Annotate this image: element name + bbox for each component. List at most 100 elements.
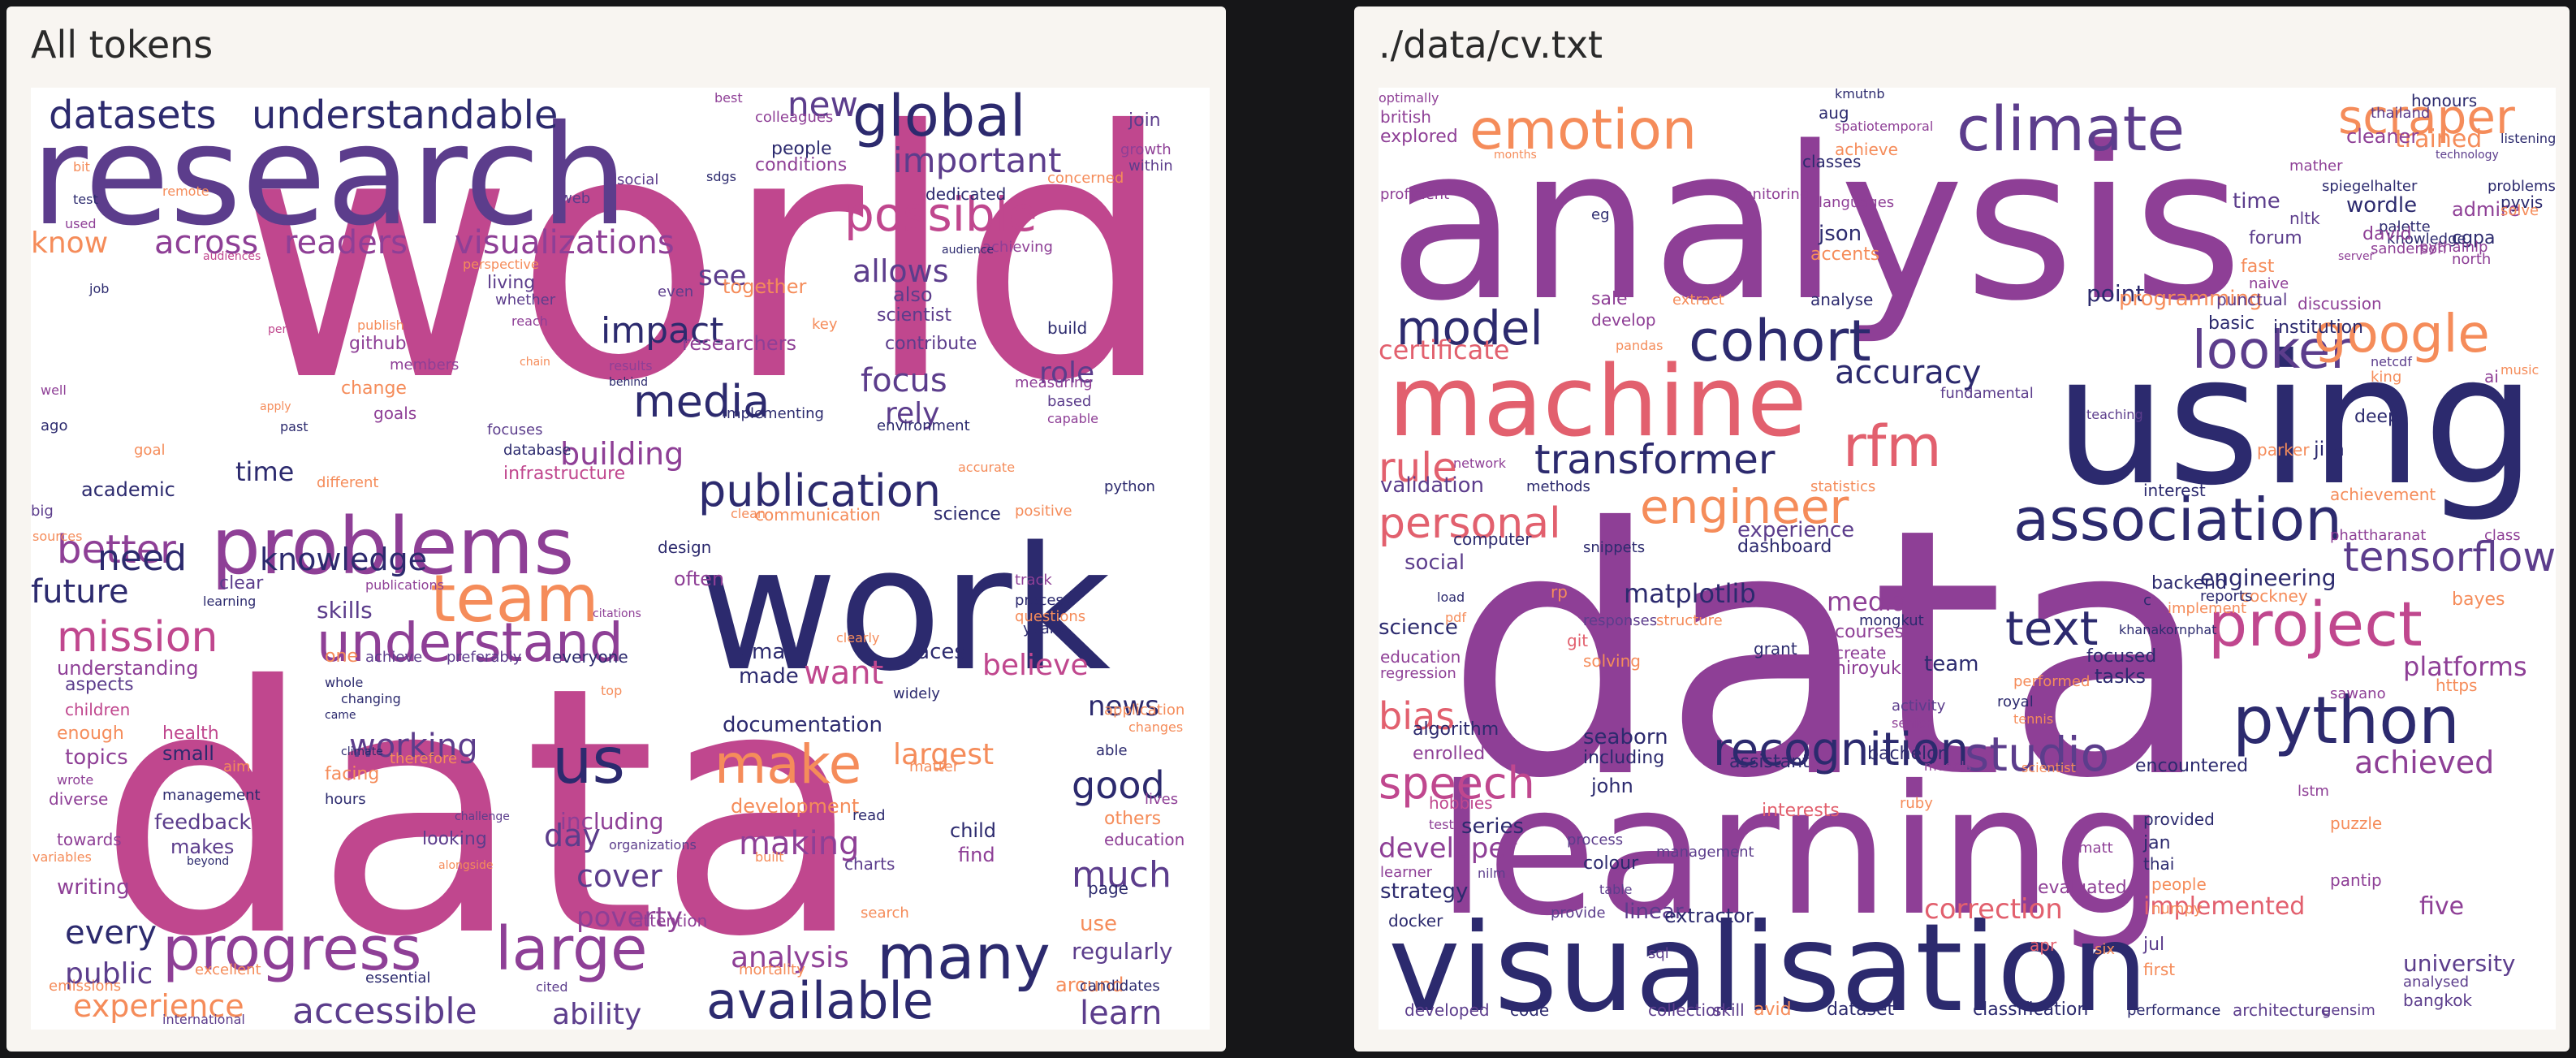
cloud-word: apply <box>260 400 291 414</box>
cloud-word: regression <box>1380 664 1456 682</box>
cloud-word: implement <box>2168 599 2247 617</box>
cloud-word: health <box>162 723 219 744</box>
cloud-word: khanakornphat <box>2119 621 2217 637</box>
cloud-word: know <box>31 226 109 260</box>
cloud-word: sql <box>1648 944 1669 962</box>
cloud-word: apr <box>2030 935 2057 956</box>
cloud-word: classes <box>1802 152 1862 172</box>
cloud-word: knowledge <box>260 542 427 578</box>
cloud-word: education <box>1104 830 1185 850</box>
cloud-word: within <box>1128 157 1173 175</box>
cloud-word: track <box>1015 571 1052 589</box>
cloud-word: tennis <box>2013 710 2054 727</box>
cloud-word: python <box>1104 477 1155 495</box>
cloud-word: interests <box>1762 800 1840 821</box>
cloud-word: problems <box>211 501 575 593</box>
cloud-word: conditions <box>755 154 848 175</box>
cloud-word: chain <box>520 356 550 369</box>
cloud-word: achievement <box>2330 485 2436 505</box>
cloud-word: six <box>2095 940 2116 958</box>
cloud-word: time <box>235 456 295 488</box>
cloud-word: sale <box>1591 288 1628 309</box>
cloud-word: parker <box>2257 440 2310 460</box>
cloud-word: change <box>341 378 407 399</box>
cloud-word: backend <box>2151 572 2227 594</box>
cloud-word: hiroyuki <box>1835 658 1906 679</box>
cloud-word: king <box>2371 368 2402 386</box>
cloud-word: focus <box>861 361 947 399</box>
cloud-word: wordle <box>2346 192 2418 218</box>
cloud-word: university <box>2403 950 2516 978</box>
cloud-word: phattharanat <box>2330 526 2427 544</box>
cloud-word: available <box>706 970 934 1030</box>
cloud-word: bachelor <box>1867 743 1945 764</box>
cloud-word: accuracy <box>1835 353 1982 391</box>
cloud-word: excellent <box>195 961 261 978</box>
cloud-word: achieving <box>982 238 1053 256</box>
cloud-word: engineer <box>1640 478 1849 534</box>
cloud-word: audiences <box>203 250 261 264</box>
cloud-word: role <box>1039 356 1095 390</box>
cloud-word: possible <box>844 186 1038 242</box>
cloud-word: puzzle <box>2330 814 2383 834</box>
cloud-word: john <box>1591 775 1633 798</box>
cloud-word: sources <box>32 528 83 544</box>
cloud-word: create <box>1835 643 1887 663</box>
cloud-word: hours <box>325 790 366 808</box>
cloud-word: well <box>41 382 67 398</box>
cloud-word: also <box>893 283 933 307</box>
cloud-word: machine <box>1388 346 1807 460</box>
cloud-word: fundamental <box>1940 384 2034 402</box>
cloud-word: skill <box>1713 1000 1745 1021</box>
cloud-word: python <box>2233 682 2460 758</box>
cloud-word: validation <box>1380 473 1485 498</box>
cloud-word: publication <box>698 464 942 516</box>
cloud-word: project <box>2208 587 2423 660</box>
cloud-word: social <box>1405 550 1465 575</box>
cloud-word: climate <box>341 745 383 759</box>
cloud-word: bit <box>73 158 90 175</box>
cloud-word: bias <box>1379 694 1456 739</box>
cloud-word: environment <box>877 417 970 434</box>
cloud-word: netcdf <box>2371 353 2412 369</box>
cloud-word: colour <box>1583 853 1639 874</box>
cloud-word: kmutnb <box>1835 88 1885 101</box>
cloud-word: datasets <box>49 92 217 138</box>
cloud-word: process <box>1567 831 1624 849</box>
cloud-word: around <box>1055 974 1124 997</box>
cloud-word: research <box>31 96 628 257</box>
cloud-word: accents <box>1810 244 1880 265</box>
cloud-word: pantip <box>2330 870 2382 891</box>
cloud-word: achieve <box>365 648 423 666</box>
cloud-word: design <box>658 538 712 558</box>
cloud-word: management <box>1656 843 1754 861</box>
cloud-word: nltk <box>2289 209 2320 229</box>
cloud-word: aim <box>223 758 251 775</box>
cloud-word: social <box>617 171 659 188</box>
cloud-word: association <box>2013 485 2342 554</box>
cloud-word: deep <box>2354 406 2399 427</box>
cloud-word: royal <box>1997 693 2034 710</box>
cloud-word: implemented <box>2143 892 2306 921</box>
cloud-word: experience <box>73 988 244 1025</box>
cloud-word: attention <box>633 911 708 931</box>
panel-title: ./data/cv.txt <box>1379 23 1603 67</box>
cloud-word: strategy <box>1380 879 1469 904</box>
cloud-word: international <box>162 1011 245 1027</box>
cloud-word: essential <box>365 969 431 987</box>
cloud-word: database <box>503 441 572 459</box>
cloud-word: interest <box>2143 481 2206 501</box>
cloud-word: dataset <box>1827 999 1895 1020</box>
cloud-word: reports <box>2200 587 2253 605</box>
cloud-word: everyone <box>552 647 628 667</box>
cloud-word: people <box>771 138 832 159</box>
cloud-word: text <box>2005 600 2099 656</box>
panel-title: All tokens <box>31 23 214 67</box>
cloud-word: whether <box>495 291 556 309</box>
cloud-word: much <box>1072 853 1171 896</box>
cloud-word: google <box>2314 304 2490 365</box>
cloud-word: accessible <box>292 991 477 1030</box>
cloud-word: pdf <box>1445 609 1466 625</box>
cloud-word: small <box>162 742 214 766</box>
cloud-word: extractor <box>1664 905 1754 928</box>
